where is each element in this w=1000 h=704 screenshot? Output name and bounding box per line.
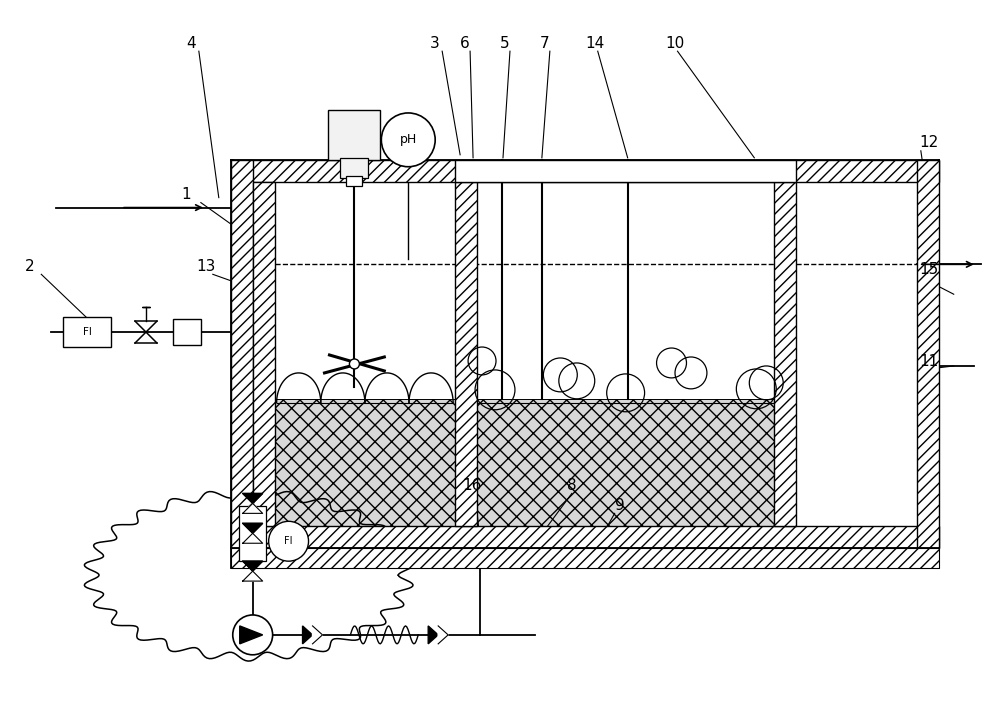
Text: 4: 4 xyxy=(186,36,196,51)
Bar xyxy=(239,506,266,561)
Circle shape xyxy=(349,359,359,369)
Circle shape xyxy=(269,522,309,561)
Polygon shape xyxy=(438,626,448,644)
Text: 10: 10 xyxy=(665,36,684,51)
Text: 11: 11 xyxy=(919,354,938,370)
Text: FI: FI xyxy=(83,327,92,337)
Bar xyxy=(340,158,368,177)
Text: 16: 16 xyxy=(462,478,482,493)
Polygon shape xyxy=(240,626,263,644)
Text: 6: 6 xyxy=(460,36,470,51)
Polygon shape xyxy=(303,626,313,644)
Polygon shape xyxy=(243,571,263,581)
Text: pH: pH xyxy=(400,133,417,146)
Text: 3: 3 xyxy=(430,36,440,51)
Bar xyxy=(275,398,455,527)
Text: 7: 7 xyxy=(540,36,550,51)
Bar xyxy=(231,548,939,568)
Text: 9: 9 xyxy=(615,498,625,513)
Circle shape xyxy=(381,113,435,167)
Bar xyxy=(231,160,253,548)
Text: 1: 1 xyxy=(181,187,191,202)
Circle shape xyxy=(233,615,273,655)
Polygon shape xyxy=(243,503,263,513)
Bar xyxy=(774,182,796,527)
Bar xyxy=(346,176,362,186)
Bar xyxy=(477,398,774,527)
Bar xyxy=(455,160,796,182)
Polygon shape xyxy=(243,523,263,534)
Text: 12: 12 xyxy=(919,135,938,151)
Text: 13: 13 xyxy=(196,259,216,274)
Text: 15: 15 xyxy=(919,262,938,277)
Polygon shape xyxy=(243,494,263,503)
Bar xyxy=(231,160,939,182)
Bar xyxy=(231,527,939,548)
Bar xyxy=(253,182,275,527)
Polygon shape xyxy=(243,561,263,571)
Text: 5: 5 xyxy=(500,36,510,51)
Text: 8: 8 xyxy=(567,478,577,493)
Polygon shape xyxy=(428,626,438,644)
Polygon shape xyxy=(313,626,322,644)
Text: 2: 2 xyxy=(24,259,34,274)
Text: FI: FI xyxy=(284,536,293,546)
Bar xyxy=(231,548,939,568)
Polygon shape xyxy=(243,534,263,543)
Text: 14: 14 xyxy=(585,36,604,51)
Bar xyxy=(328,110,380,160)
Bar xyxy=(63,317,111,347)
Bar xyxy=(455,182,477,527)
Bar xyxy=(917,160,939,548)
Bar xyxy=(173,319,201,345)
